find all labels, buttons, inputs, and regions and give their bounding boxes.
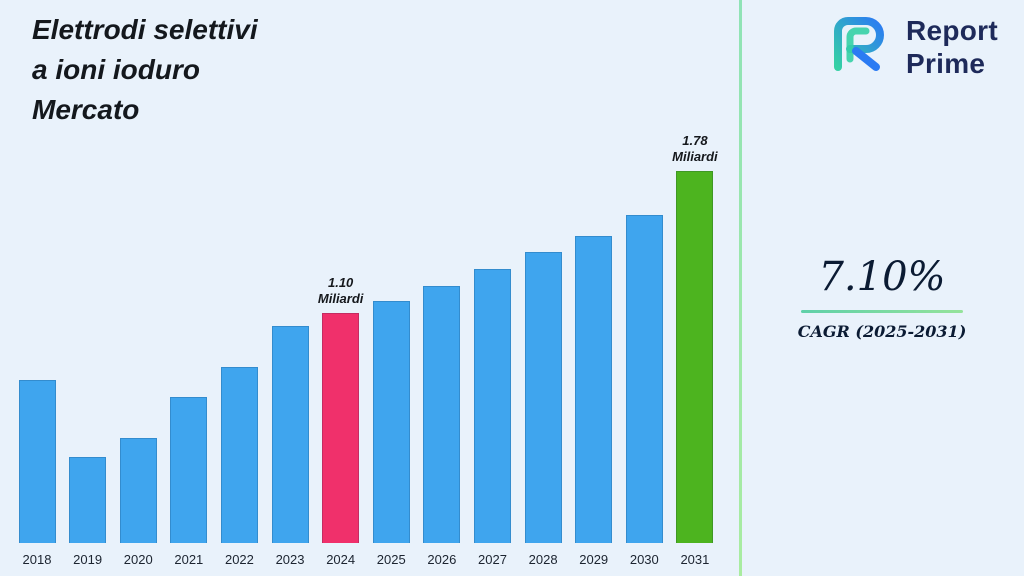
cagr-underline <box>801 310 963 313</box>
x-axis-label: 2030 <box>629 552 659 567</box>
page-title-line: a ioni ioduro <box>32 54 200 85</box>
x-axis-label: 2019 <box>73 552 103 567</box>
x-axis-label: 2028 <box>528 552 558 567</box>
x-axis-label: 2020 <box>123 552 153 567</box>
bar-2028 <box>524 252 562 543</box>
x-axis-label: 2027 <box>478 552 507 567</box>
bar-2021 <box>170 397 208 543</box>
vertical-divider <box>739 0 742 576</box>
bar-column: 2021 <box>164 397 214 568</box>
bar-2018 <box>18 380 56 543</box>
report-prime-logo-text: Report Prime <box>906 14 998 80</box>
x-axis-label: 2031 <box>680 552 710 567</box>
report-prime-logo-icon <box>824 15 896 80</box>
x-axis-label: 2018 <box>22 552 52 567</box>
bar-column: 2022 <box>214 367 264 568</box>
bar-chart-plot-area: 2018 2019 2020 2021 2022 2023 1.10 Miliardi 2024… <box>12 133 720 568</box>
bar-column: 2030 <box>619 215 669 568</box>
cagr-value: 7.10% <box>818 254 946 300</box>
logo-text-line: Report <box>905 15 998 46</box>
cagr-stat-block: 7.10% CAGR (2025-2031) <box>768 254 996 341</box>
x-axis-label: 2029 <box>579 552 609 567</box>
bar-column: 2019 <box>63 457 113 568</box>
report-prime-logo: Report Prime <box>824 14 998 80</box>
x-axis-label: 2024 <box>326 552 356 567</box>
bar-column: 1.78 Miliardi 2031 <box>670 133 720 568</box>
bar-column: 2029 <box>569 236 619 568</box>
bar-column: 1.10 Miliardi 2024 <box>316 275 366 568</box>
bar-column: 2018 <box>12 380 62 568</box>
page-title-line: Elettrodi selettivi <box>32 14 258 45</box>
bar-column: 2028 <box>518 252 568 568</box>
bar-2020 <box>119 438 157 543</box>
logo-text-line: Prime <box>905 48 986 79</box>
page-title-line: Mercato <box>32 94 140 125</box>
bar-2026 <box>423 286 461 543</box>
bar-2029 <box>575 236 613 543</box>
bar-2031 <box>676 171 714 543</box>
bar-column: 2025 <box>366 301 416 568</box>
x-axis-label: 2023 <box>275 552 305 567</box>
bar-2030 <box>625 215 663 543</box>
bar-2027 <box>473 269 511 543</box>
bar-column: 2027 <box>467 269 517 568</box>
x-axis-label: 2022 <box>224 552 254 567</box>
bar-2024 <box>322 313 360 543</box>
x-axis-label: 2021 <box>174 552 204 567</box>
bar-column: 2020 <box>113 438 163 568</box>
x-axis-label: 2025 <box>376 552 406 567</box>
bar-2023 <box>271 326 309 543</box>
x-axis-label: 2026 <box>427 552 457 567</box>
page-title: Elettrodi selettivi a ioni ioduro Mercat… <box>32 10 258 130</box>
bar-2025 <box>372 301 410 543</box>
cagr-label: CAGR (2025-2031) <box>797 322 967 341</box>
bar-2022 <box>220 367 258 543</box>
bar-value-annotation: 1.78 Miliardi <box>672 133 718 164</box>
bar-2019 <box>69 457 107 543</box>
bar-chart: 2018 2019 2020 2021 2022 2023 1.10 Miliardi 2024… <box>12 133 720 568</box>
bar-column: 2026 <box>417 286 467 568</box>
bar-column: 2023 <box>265 326 315 568</box>
bar-value-annotation: 1.10 Miliardi <box>317 275 364 306</box>
